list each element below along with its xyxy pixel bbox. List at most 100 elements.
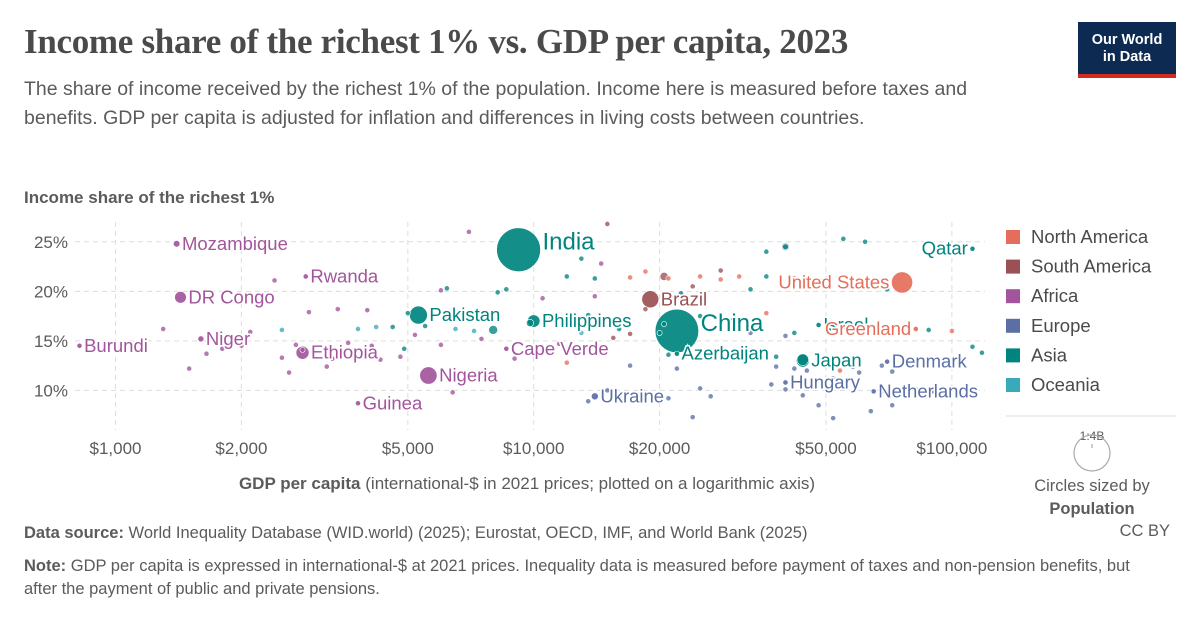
data-point — [598, 260, 605, 267]
data-point — [799, 392, 806, 399]
data-point — [627, 274, 633, 281]
data-point — [656, 330, 663, 336]
point-label: Hungary — [790, 371, 861, 392]
our-world-in-data-logo[interactable]: Our World in Data — [1078, 22, 1176, 78]
size-legend-caption-1: Circles sized by — [1034, 477, 1150, 495]
data-point — [791, 330, 798, 336]
data-point — [707, 393, 714, 400]
data-point — [488, 325, 498, 335]
data-point — [563, 359, 570, 366]
point-label: Burundi — [84, 335, 148, 356]
data-point — [271, 277, 278, 284]
data-point — [548, 313, 554, 319]
data-point — [867, 408, 874, 415]
data-point — [364, 307, 371, 314]
data-point — [279, 327, 285, 333]
data-point — [717, 276, 724, 283]
point-label: Cape Verde — [511, 338, 609, 359]
scatter-chart: Income share of the richest 1% 10% 15% 20%… — [24, 188, 1176, 518]
footer: Data source: World Inequality Database (… — [24, 522, 1174, 601]
data-point — [979, 349, 985, 356]
data-point — [345, 339, 352, 346]
data-point — [295, 345, 310, 360]
data-point — [355, 326, 361, 332]
data-point — [526, 319, 535, 327]
legend-swatch — [1006, 348, 1020, 363]
point-label: Greenland — [825, 318, 911, 339]
data-point — [641, 290, 660, 309]
legend-swatch — [1006, 230, 1020, 244]
data-point — [948, 328, 955, 334]
data-point — [689, 414, 696, 421]
license-link[interactable]: CC BY — [1119, 522, 1170, 540]
x-tick-label: $10,000 — [503, 439, 564, 458]
data-point — [661, 321, 667, 327]
data-point — [203, 350, 210, 357]
data-point — [925, 327, 932, 333]
point-label: Qatar — [922, 238, 968, 259]
data-point — [678, 290, 684, 297]
data-point — [884, 286, 891, 293]
data-source-text[interactable]: World Inequality Database (WID.world) (2… — [128, 524, 808, 542]
data-point — [438, 287, 444, 294]
grid-lines — [75, 222, 985, 430]
data-points — [76, 221, 985, 422]
data-point — [912, 326, 919, 332]
data-point — [773, 353, 780, 360]
data-point — [782, 379, 789, 386]
data-point — [590, 392, 599, 401]
data-point — [763, 273, 770, 280]
legend: North America South America Africa Europe As… — [1006, 226, 1152, 395]
point-labels: India China United States Brazil Qatar Mozamb… — [83, 227, 980, 415]
point-label: Rwanda — [310, 265, 379, 286]
y-axis-label: Income share of the richest 1% — [24, 188, 274, 207]
data-point — [878, 362, 885, 369]
point-label: Denmark — [892, 351, 968, 372]
size-legend-caption-2: Population — [1049, 500, 1134, 518]
data-point — [247, 329, 254, 335]
data-point — [665, 351, 672, 358]
data-point — [803, 367, 810, 374]
y-tick-label: 20% — [34, 282, 68, 301]
size-legend-circle — [1073, 434, 1111, 472]
data-point — [578, 255, 585, 262]
data-point — [368, 342, 375, 349]
y-tick-label: 25% — [34, 233, 68, 252]
data-point — [496, 227, 541, 272]
size-legend-value: 1:4B — [1080, 429, 1105, 443]
data-point — [471, 328, 477, 334]
data-point — [697, 385, 704, 392]
data-point — [511, 355, 518, 362]
data-point — [173, 240, 181, 248]
point-label: China — [701, 310, 764, 337]
data-point — [397, 353, 404, 360]
data-point — [293, 341, 299, 348]
data-point — [850, 363, 856, 370]
data-point — [401, 345, 408, 352]
x-tick-label: $100,000 — [916, 439, 987, 458]
legend-label: Europe — [1031, 315, 1091, 336]
point-label: Israel — [823, 314, 868, 335]
data-source-label: Data source: — [24, 524, 124, 542]
data-point — [299, 346, 306, 353]
data-point — [697, 313, 704, 319]
point-label: Ukraine — [600, 385, 664, 406]
data-point — [969, 343, 976, 350]
data-point — [186, 365, 193, 372]
data-point — [422, 323, 429, 329]
data-point — [889, 368, 896, 375]
point-label: Nigeria — [439, 365, 498, 386]
data-point — [815, 402, 822, 409]
data-point — [578, 330, 585, 336]
legend-swatch — [1006, 318, 1020, 333]
data-point — [563, 273, 570, 280]
legend-label: South America — [1031, 256, 1152, 277]
data-point — [830, 375, 837, 382]
data-point — [773, 363, 780, 370]
data-point — [642, 268, 649, 275]
data-point — [840, 361, 847, 368]
data-point — [796, 353, 809, 366]
legend-swatch — [1006, 289, 1020, 304]
data-point — [539, 295, 546, 302]
note-line: Note: GDP per capita is expressed in int… — [24, 555, 1134, 601]
